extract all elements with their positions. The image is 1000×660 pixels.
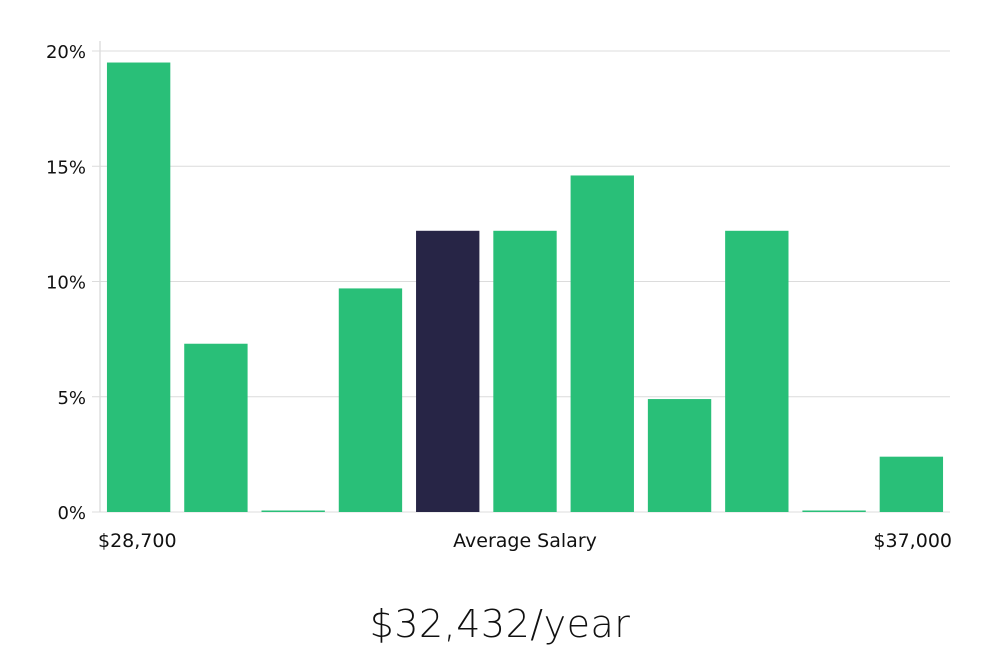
bar [184, 343, 248, 512]
bar [338, 288, 403, 512]
y-tick-label: 15% [46, 157, 86, 178]
average-salary-figure: $32,432/year [369, 602, 631, 646]
x-max-label: $37,000 [873, 530, 952, 552]
y-tick-labels: 0% 5% 10% 15% 20% [46, 42, 86, 524]
bar [802, 510, 866, 512]
salary-histogram-chart: 0% 5% 10% 15% 20% $28,700 Average Salary $37… [46, 41, 952, 552]
bar-average-salary [416, 230, 480, 513]
y-tick-label: 20% [46, 42, 86, 63]
bar [879, 456, 944, 512]
y-tick-label: 10% [46, 273, 86, 294]
bar [261, 510, 325, 512]
bar [725, 230, 789, 513]
bar [493, 230, 557, 513]
x-min-label: $28,700 [98, 530, 177, 552]
y-tick-label: 5% [57, 388, 86, 409]
x-axis-label: Average Salary [453, 530, 597, 552]
bars-layer [106, 62, 944, 513]
bar [570, 175, 634, 512]
y-tick-label: 0% [57, 503, 86, 524]
bar [647, 399, 712, 512]
bar [106, 62, 171, 513]
